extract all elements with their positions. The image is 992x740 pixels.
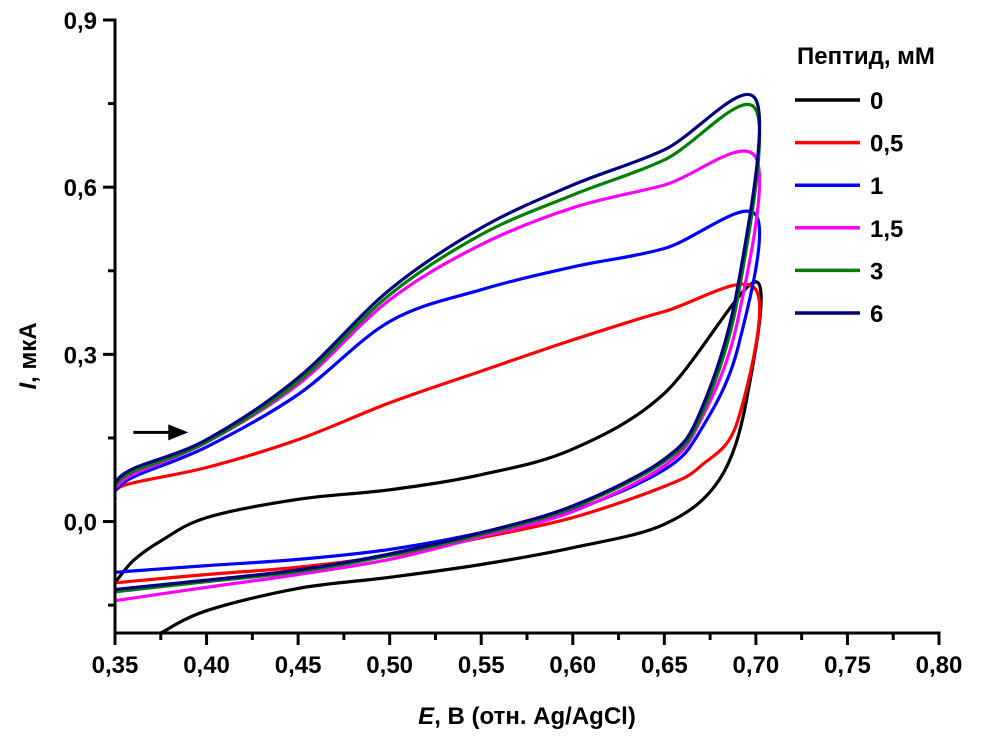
series-line-1-5 <box>115 149 762 603</box>
legend-label: 1,5 <box>870 216 903 243</box>
x-tick-label: 0,55 <box>458 652 505 679</box>
series-line-1 <box>115 209 762 574</box>
series-line-0 <box>115 280 763 633</box>
x-axis-title: E, В (отн. Ag/AgCl) <box>418 703 636 730</box>
legend: Пептид, мМ 0 0,5 1 1,5 3 6 <box>795 43 935 328</box>
legend-label: 0,5 <box>870 131 903 158</box>
series-curves <box>115 92 763 633</box>
x-tick-label: 0,50 <box>366 652 413 679</box>
x-tick-label: 0,75 <box>824 652 871 679</box>
x-tick-label: 0,60 <box>549 652 596 679</box>
legend-label: 6 <box>870 301 883 328</box>
axes: 0,35 0,40 0,45 0,50 0,55 0,60 0,65 0,70 0,75 0,80… <box>64 8 963 679</box>
legend-label: 3 <box>870 258 883 285</box>
x-tick-label: 0,65 <box>641 652 688 679</box>
x-tick-label: 0,80 <box>916 652 963 679</box>
legend-title: Пептид, мМ <box>797 43 935 70</box>
legend-label: 1 <box>870 173 883 200</box>
x-tick-label: 0,70 <box>733 652 780 679</box>
series-line-3 <box>115 102 762 594</box>
legend-label: 0 <box>870 88 883 115</box>
y-axis-title: I, мкА <box>15 322 42 389</box>
y-tick-label: 0,6 <box>64 175 97 202</box>
series-line-0-5 <box>115 282 762 585</box>
x-tick-label: 0,45 <box>275 652 322 679</box>
y-tick-label: 0,9 <box>64 8 97 35</box>
y-tick-label: 0,3 <box>64 342 97 369</box>
y-tick-label: 0,0 <box>64 510 97 537</box>
x-tick-label: 0,40 <box>183 652 230 679</box>
scan-direction-arrow-head <box>168 424 189 441</box>
x-tick-label: 0,35 <box>92 652 139 679</box>
series-line-6 <box>115 92 762 592</box>
